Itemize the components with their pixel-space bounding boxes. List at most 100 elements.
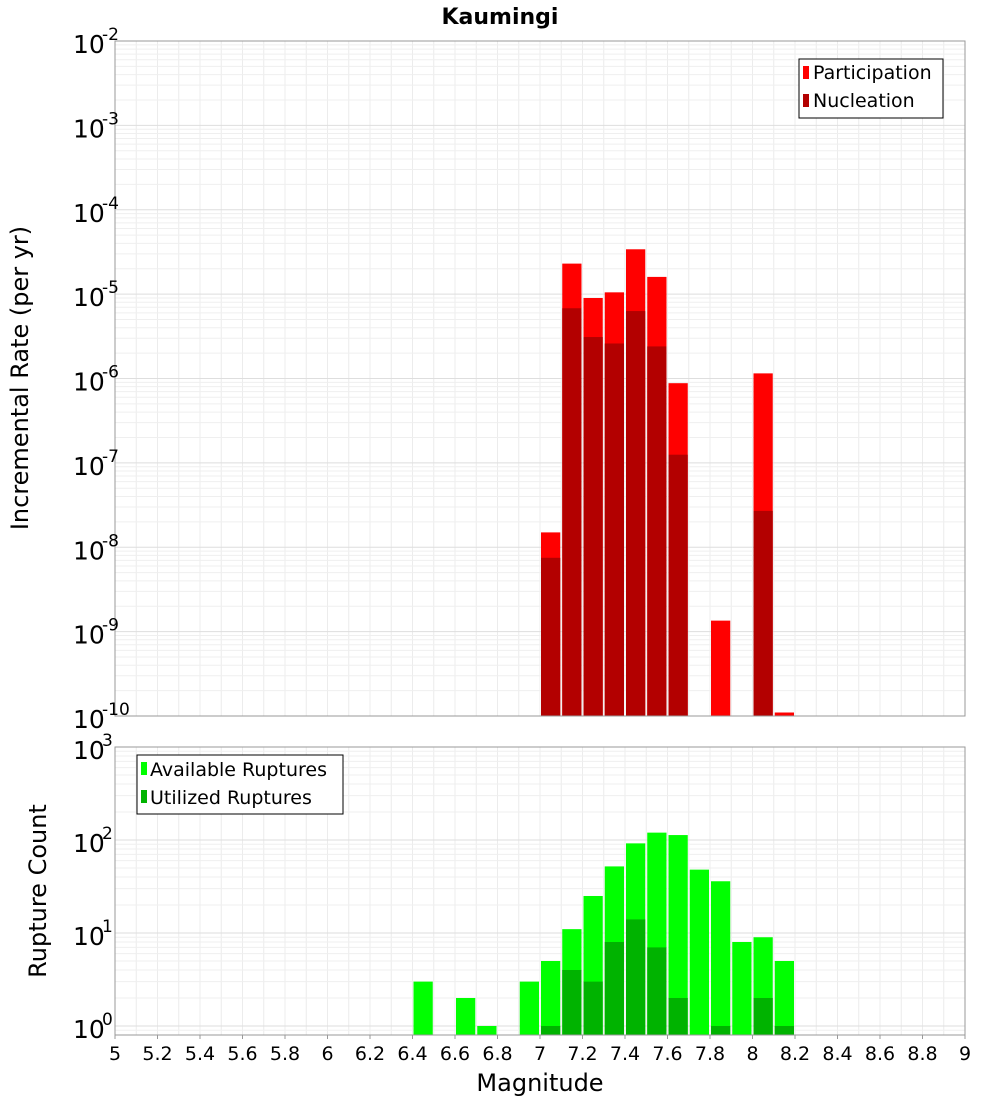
rate-y-axis-label: Incremental Rate (per yr)	[6, 226, 34, 530]
rate-bar-participation	[711, 620, 731, 716]
count-bar-utilized-ruptures	[668, 997, 688, 1035]
count-bar-available-ruptures	[519, 981, 539, 1035]
x-tick-label: 7	[534, 1043, 546, 1065]
count-bars	[413, 832, 794, 1035]
rate-y-tick-exponent: -8	[102, 531, 119, 551]
count-bar-utilized-ruptures	[583, 981, 603, 1035]
rate-y-tick-base: 10	[73, 199, 105, 228]
rate-y-tick-base: 10	[73, 452, 105, 481]
x-tick-label: 7.2	[567, 1043, 597, 1065]
rate-y-tick-exponent: -9	[102, 616, 119, 636]
rate-y-tick-exponent: -10	[102, 700, 130, 720]
x-tick-label: 7.6	[652, 1043, 682, 1065]
count-bar-available-ruptures	[456, 997, 476, 1035]
rate-bars	[541, 249, 794, 716]
count-bar-available-ruptures	[774, 960, 794, 1035]
rate-y-tick-base: 10	[73, 621, 105, 650]
participation-legend-label: Participation	[813, 62, 932, 84]
rate-bar-participation	[774, 712, 794, 716]
rate-legend-box	[798, 58, 944, 119]
utilized-swatch	[141, 790, 147, 803]
rate-y-tick-base: 10	[73, 368, 105, 397]
x-tick-label: 8.2	[780, 1043, 810, 1065]
count-y-tick-base: 10	[73, 1015, 105, 1044]
x-tick-label: 6	[321, 1043, 333, 1065]
x-tick-label: 5.2	[142, 1043, 172, 1065]
count-bar-utilized-ruptures	[711, 1025, 731, 1035]
count-bar-utilized-ruptures	[541, 1025, 561, 1035]
x-tick-label: 6.6	[440, 1043, 470, 1065]
available-legend-label: Available Ruptures	[150, 759, 327, 781]
rate-y-tick-base: 10	[73, 114, 105, 143]
rate-y-tick-base: 10	[73, 536, 105, 565]
x-tick-label: 6.8	[482, 1043, 512, 1065]
chart-title: Kaumingi	[442, 5, 559, 30]
count-y-tick-base: 10	[73, 922, 105, 951]
count-bar-utilized-ruptures	[647, 947, 667, 1035]
nucleation-swatch	[803, 94, 809, 107]
count-bar-utilized-ruptures	[774, 1025, 794, 1035]
x-tick-label: 7.4	[610, 1043, 640, 1065]
rate-bar-nucleation	[604, 343, 624, 716]
count-bar-available-ruptures	[541, 960, 561, 1035]
available-swatch	[141, 762, 147, 775]
rate-y-tick-exponent: -2	[102, 25, 119, 45]
count-y-tick-exponent: 3	[102, 731, 113, 751]
rate-bar-nucleation	[583, 337, 603, 716]
count-y-axis-label: Rupture Count	[24, 804, 52, 978]
rate-bar-nucleation	[753, 510, 773, 716]
count-bar-utilized-ruptures	[753, 997, 773, 1035]
count-legend: Available Ruptures Utilized Ruptures	[136, 754, 344, 815]
count-x-ticks: 5 5.2 5.4 5.6 5.8 6 6.2 6.4 6.6 6.8 7 7.2 7.4 7.6 7.8 8…	[109, 1035, 971, 1065]
x-axis-label: Magnitude	[476, 1069, 603, 1097]
x-tick-label: 7.8	[695, 1043, 725, 1065]
x-tick-label: 5.6	[227, 1043, 257, 1065]
participation-swatch	[803, 66, 809, 79]
rate-y-tick-base: 10	[73, 30, 105, 59]
x-tick-label: 6.4	[397, 1043, 427, 1065]
count-bar-available-ruptures	[413, 981, 433, 1035]
count-bar-utilized-ruptures	[626, 919, 646, 1035]
count-y-tick-exponent: 2	[102, 824, 113, 844]
rate-y-tick-exponent: -3	[102, 109, 119, 129]
x-tick-label: 8.8	[907, 1043, 937, 1065]
rate-bar-nucleation	[668, 454, 688, 716]
count-bar-available-ruptures	[689, 869, 709, 1035]
nucleation-legend-label: Nucleation	[813, 90, 915, 112]
rate-bar-nucleation	[541, 557, 561, 716]
x-tick-label: 5.4	[185, 1043, 215, 1065]
rate-y-tick-exponent: -6	[102, 363, 119, 383]
count-y-tick-exponent: 1	[102, 917, 113, 937]
x-tick-label: 6.2	[355, 1043, 385, 1065]
x-tick-label: 8.6	[865, 1043, 895, 1065]
count-bar-available-ruptures	[668, 835, 688, 1035]
rate-legend: Participation Nucleation	[798, 58, 944, 119]
rate-bar-nucleation	[562, 308, 582, 716]
rate-y-tick-base: 10	[73, 283, 105, 312]
utilized-legend-label: Utilized Ruptures	[150, 787, 312, 809]
x-tick-label: 5	[109, 1043, 121, 1065]
count-bar-available-ruptures	[711, 881, 731, 1035]
rate-y-tick-exponent: -4	[102, 194, 119, 214]
count-bar-utilized-ruptures	[604, 942, 624, 1035]
x-tick-label: 8	[746, 1043, 758, 1065]
rate-bar-nucleation	[647, 346, 667, 716]
count-bar-utilized-ruptures	[562, 969, 582, 1035]
rate-y-tick-exponent: -5	[102, 278, 119, 298]
rate-y-ticks: 10-210-310-410-510-610-710-810-910-10	[73, 25, 130, 734]
count-legend-box	[136, 754, 344, 815]
x-tick-label: 9	[959, 1043, 971, 1065]
count-y-tick-base: 10	[73, 736, 105, 765]
rate-y-tick-exponent: -7	[102, 447, 119, 467]
count-y-tick-base: 10	[73, 829, 105, 858]
rate-y-tick-base: 10	[73, 705, 105, 734]
count-y-tick-exponent: 0	[102, 1010, 113, 1030]
x-tick-label: 5.8	[270, 1043, 300, 1065]
rate-plot-frame	[114, 40, 966, 717]
x-tick-label: 8.4	[822, 1043, 852, 1065]
rate-plot: 10-210-310-410-510-610-710-810-910-10 In…	[6, 25, 966, 734]
rate-bar-nucleation	[626, 311, 646, 716]
